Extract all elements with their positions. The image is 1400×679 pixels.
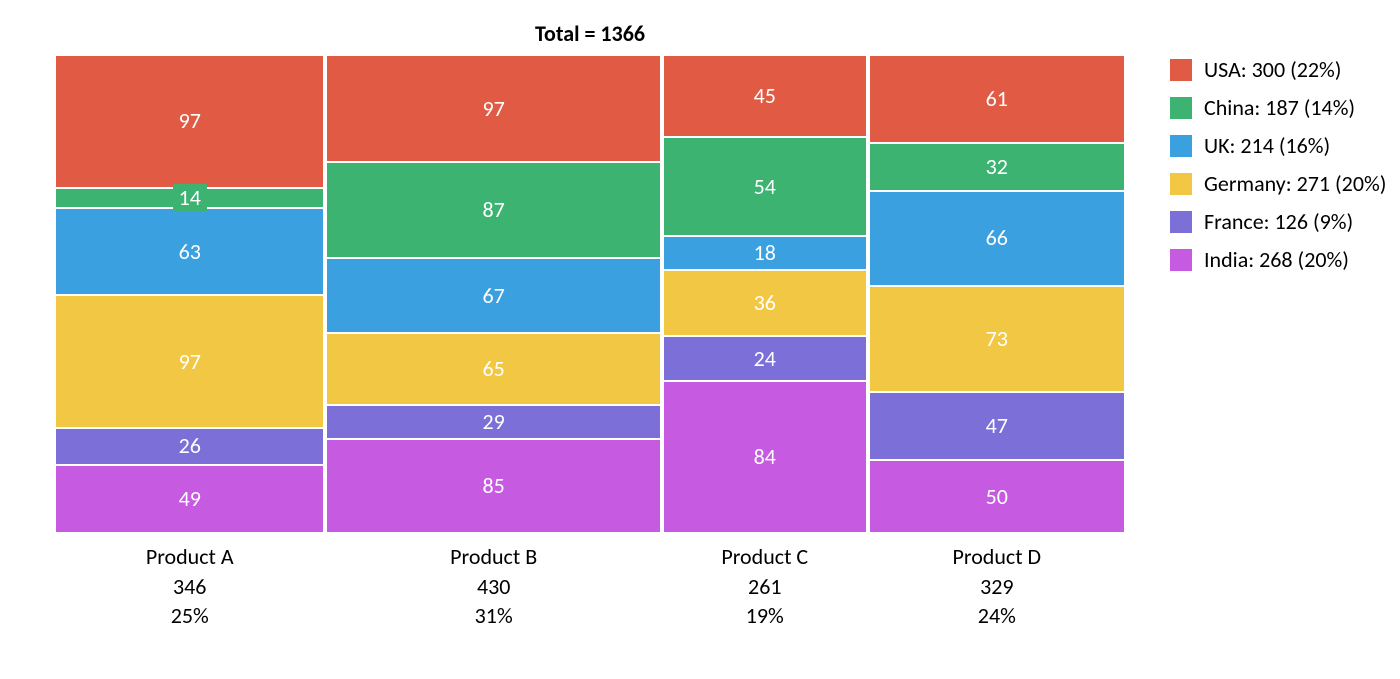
segment-value-label: 29	[483, 411, 505, 433]
x-axis-category-name: Product A	[56, 542, 323, 572]
segment-france: 26	[56, 429, 323, 464]
legend-label: UK: 214 (16%)	[1204, 132, 1330, 159]
segment-value-label: 65	[483, 358, 505, 380]
x-axis-category-pct: 19%	[664, 601, 866, 631]
segment-uk: 66	[870, 192, 1124, 285]
x-axis-label-group: Product C26119%	[664, 542, 866, 631]
legend-swatch	[1170, 135, 1192, 157]
x-axis-category-pct: 31%	[327, 601, 659, 631]
x-axis-labels: Product A34625%Product B43031%Product C2…	[56, 542, 1124, 652]
segment-value-label: 73	[986, 328, 1008, 350]
legend-item: China: 187 (14%)	[1170, 94, 1386, 121]
segment-usa: 97	[56, 56, 323, 187]
segment-value-label: 97	[179, 110, 201, 132]
x-axis-category-total: 261	[664, 572, 866, 602]
segment-value-label: 50	[986, 486, 1008, 508]
legend: USA: 300 (22%) China: 187 (14%) UK: 214 (1…	[1170, 56, 1386, 273]
legend-swatch	[1170, 59, 1192, 81]
segment-china: 54	[664, 138, 866, 234]
segment-china: 14	[56, 189, 323, 208]
chart-plot-area: 97 14 63 97 26 49 97 87 67 65 29 85 45 54 18 36 24 84 61 32…	[56, 56, 1124, 532]
segment-china: 87	[327, 163, 659, 257]
segment-value-label: 14	[175, 186, 205, 210]
legend-item: USA: 300 (22%)	[1170, 56, 1386, 83]
legend-swatch	[1170, 249, 1192, 271]
segment-india: 84	[664, 382, 866, 532]
segment-value-label: 26	[179, 435, 201, 457]
x-axis-category-pct: 25%	[56, 601, 323, 631]
segment-uk: 63	[56, 209, 323, 294]
segment-france: 47	[870, 393, 1124, 460]
legend-label: USA: 300 (22%)	[1204, 56, 1341, 83]
x-axis-category-pct: 24%	[870, 601, 1124, 631]
segment-value-label: 24	[754, 348, 776, 370]
segment-germany: 73	[870, 287, 1124, 390]
segment-germany: 36	[664, 271, 866, 335]
segment-value-label: 49	[179, 488, 201, 510]
legend-item: India: 268 (20%)	[1170, 246, 1386, 273]
segment-uk: 67	[327, 259, 659, 332]
column-product-a: 97 14 63 97 26 49	[56, 56, 323, 532]
segment-value-label: 61	[986, 88, 1008, 110]
segment-value-label: 87	[483, 199, 505, 221]
segment-value-label: 67	[483, 285, 505, 307]
segment-value-label: 85	[483, 475, 505, 497]
segment-value-label: 47	[986, 415, 1008, 437]
legend-label: Germany: 271 (20%)	[1204, 170, 1386, 197]
segment-germany: 97	[56, 296, 323, 427]
column-product-b: 97 87 67 65 29 85	[327, 56, 659, 532]
page: Total = 1366 97 14 63 97 26 49 97 87 67 65 29 85 45 5…	[0, 0, 1400, 679]
segment-uk: 18	[664, 237, 866, 269]
segment-value-label: 45	[754, 85, 776, 107]
legend-swatch	[1170, 97, 1192, 119]
legend-label: India: 268 (20%)	[1204, 246, 1349, 273]
segment-usa: 61	[870, 56, 1124, 142]
segment-value-label: 66	[986, 227, 1008, 249]
segment-value-label: 54	[754, 176, 776, 198]
legend-swatch	[1170, 173, 1192, 195]
segment-usa: 45	[664, 56, 866, 136]
x-axis-category-total: 430	[327, 572, 659, 602]
segment-value-label: 18	[750, 241, 780, 265]
legend-item: Germany: 271 (20%)	[1170, 170, 1386, 197]
x-axis-category-name: Product D	[870, 542, 1124, 572]
legend-item: UK: 214 (16%)	[1170, 132, 1386, 159]
x-axis-label-group: Product A34625%	[56, 542, 323, 631]
segment-value-label: 97	[179, 351, 201, 373]
x-axis-category-name: Product B	[327, 542, 659, 572]
segment-france: 24	[664, 337, 866, 380]
segment-usa: 97	[327, 56, 659, 161]
column-product-c: 45 54 18 36 24 84	[664, 56, 866, 532]
legend-label: China: 187 (14%)	[1204, 94, 1355, 121]
x-axis-category-total: 329	[870, 572, 1124, 602]
legend-swatch	[1170, 211, 1192, 233]
x-axis-label-group: Product D32924%	[870, 542, 1124, 631]
segment-value-label: 84	[754, 446, 776, 468]
segment-germany: 65	[327, 334, 659, 404]
legend-item: France: 126 (9%)	[1170, 208, 1386, 235]
segment-india: 49	[56, 466, 323, 532]
column-product-d: 61 32 66 73 47 50	[870, 56, 1124, 532]
x-axis-category-name: Product C	[664, 542, 866, 572]
segment-value-label: 97	[483, 98, 505, 120]
segment-india: 85	[327, 440, 659, 532]
segment-value-label: 32	[986, 156, 1008, 178]
segment-value-label: 36	[754, 292, 776, 314]
legend-label: France: 126 (9%)	[1204, 208, 1353, 235]
segment-france: 29	[327, 406, 659, 437]
x-axis-category-total: 346	[56, 572, 323, 602]
segment-india: 50	[870, 461, 1124, 532]
x-axis-label-group: Product B43031%	[327, 542, 659, 631]
segment-value-label: 63	[179, 241, 201, 263]
chart-title: Total = 1366	[535, 20, 645, 47]
segment-china: 32	[870, 144, 1124, 189]
